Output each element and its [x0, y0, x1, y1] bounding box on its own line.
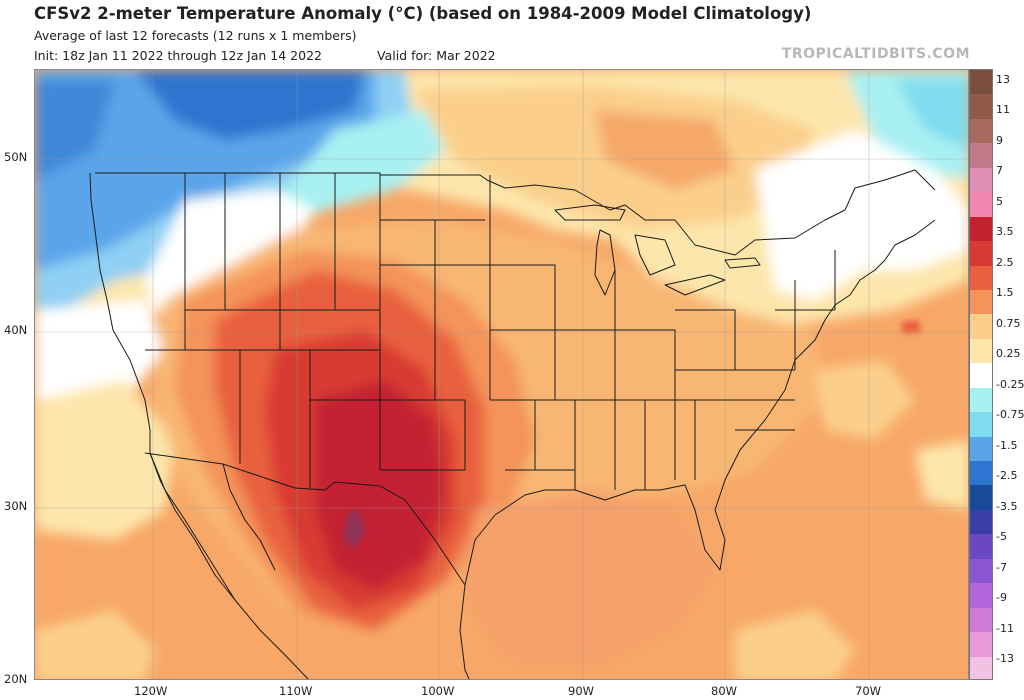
colorbar-tick-label: -13 [996, 652, 1014, 665]
colorbar-swatch [970, 461, 992, 486]
colorbar-tick-label: -7 [996, 560, 1007, 574]
colorbar-swatch [970, 436, 992, 462]
colorbar-tick-label: 13 [996, 73, 1010, 86]
gulf-warm [465, 490, 715, 670]
colorbar-swatch [970, 143, 992, 169]
gulf-coast [464, 479, 726, 586]
colorbar-swatch [970, 412, 992, 438]
colorbar-swatch [970, 216, 992, 242]
lake-ontario [724, 257, 761, 269]
colorbar-tick-label: 5 [996, 194, 1003, 208]
lat-label-30n: 30N [4, 499, 28, 513]
lake-superior [554, 204, 626, 221]
cold-west-deep2 [35, 80, 115, 180]
pacific-pale [35, 610, 155, 679]
boundaries [89, 169, 936, 679]
colorbar-swatch [970, 387, 992, 413]
anomaly-shading [35, 70, 968, 679]
atlantic-hotspot [901, 320, 921, 334]
lake-huron [634, 234, 676, 276]
colorbar-tick-label: 0.75 [996, 316, 1021, 330]
colorbar-tick-label: 0.25 [996, 347, 1021, 361]
brand-watermark: TROPICALTIDBITS.COM [781, 46, 970, 62]
lat-label-50n: 50N [4, 150, 28, 164]
colorbar-swatch [970, 118, 992, 144]
colorbar-swatch [970, 70, 992, 95]
colorbar-tick-label: -11 [996, 621, 1014, 635]
lat-label-40n: 40N [4, 323, 28, 337]
colorbar-tick-label: 7 [996, 164, 1003, 178]
colorbar-swatch [970, 94, 992, 120]
lake-erie [664, 274, 726, 296]
lake-michigan [594, 229, 616, 296]
neutral-nw [145, 190, 315, 310]
state-lines-east [614, 250, 836, 480]
colorbar-tick-label: 11 [996, 103, 1010, 117]
colorbar [969, 69, 993, 680]
cold-west-deep [135, 70, 365, 140]
map-title: CFSv2 2-meter Temperature Anomaly (°C) (… [34, 4, 812, 23]
colorbar-swatch [970, 338, 992, 364]
colorbar-tick-label: -1.5 [996, 438, 1018, 452]
anomaly-map [34, 69, 969, 680]
colorbar-tick-label: -2.5 [996, 469, 1018, 483]
us-canada-border [95, 169, 936, 256]
lon-label-70w: 70W [855, 684, 882, 698]
colorbar-tick-label: -5 [996, 530, 1007, 544]
neutral-ne [755, 130, 968, 300]
valid-text: Valid for: Mar 2022 [377, 48, 496, 63]
colorbar-swatch [970, 265, 992, 291]
colorbar-swatch [970, 363, 992, 389]
colorbar-swatch [970, 558, 992, 584]
colorbar-swatch [970, 534, 992, 560]
state-lines-west [145, 173, 465, 488]
lon-label-100w: 100W [421, 684, 455, 698]
colorbar-swatch [970, 485, 992, 511]
lat-label-20n: 20N [4, 672, 28, 686]
colorbar-swatch [970, 509, 992, 535]
atlantic-pale [815, 360, 915, 440]
colorbar-swatch [970, 314, 992, 340]
cold-east-blue [895, 80, 968, 150]
colorbar-tick-label: 2.5 [996, 255, 1014, 269]
atlantic-pale3 [735, 610, 855, 679]
colorbar-tick-label: 3.5 [996, 225, 1014, 239]
baja [149, 452, 276, 601]
graticule [35, 70, 968, 679]
colorbar-tick-label: -0.75 [996, 408, 1024, 422]
lon-label-90w: 90W [568, 684, 595, 698]
hot-core [343, 510, 365, 548]
atlantic-pale2 [915, 440, 968, 510]
colorbar-tick-label: -3.5 [996, 499, 1018, 513]
map-subtitle: Average of last 12 forecasts (12 runs x … [34, 28, 357, 43]
canada-warmer [595, 110, 735, 190]
colorbar-swatch [970, 607, 992, 633]
init-text: Init: 18z Jan 11 2022 through 12z Jan 14… [34, 48, 322, 63]
mexico-east [459, 584, 470, 679]
lon-label-80w: 80W [711, 684, 738, 698]
colorbar-swatch [970, 241, 992, 267]
colorbar-swatch [970, 192, 992, 218]
colorbar-tick-label: 9 [996, 133, 1003, 147]
pale-west [35, 380, 175, 540]
lon-label-120w: 120W [134, 684, 168, 698]
colorbar-swatch [970, 632, 992, 658]
colorbar-swatch [970, 656, 992, 679]
colorbar-swatch [970, 583, 992, 609]
lon-label-110w: 110W [279, 684, 313, 698]
west-coast [89, 172, 309, 679]
colorbar-swatch [970, 167, 992, 193]
colorbar-tick-label: 1.5 [996, 286, 1014, 300]
colorbar-tick-label: -0.25 [996, 377, 1024, 391]
us-mexico-border [144, 452, 466, 586]
state-lines-plains [380, 175, 555, 471]
colorbar-swatch [970, 289, 992, 315]
colorbar-tick-label: -9 [996, 591, 1007, 605]
